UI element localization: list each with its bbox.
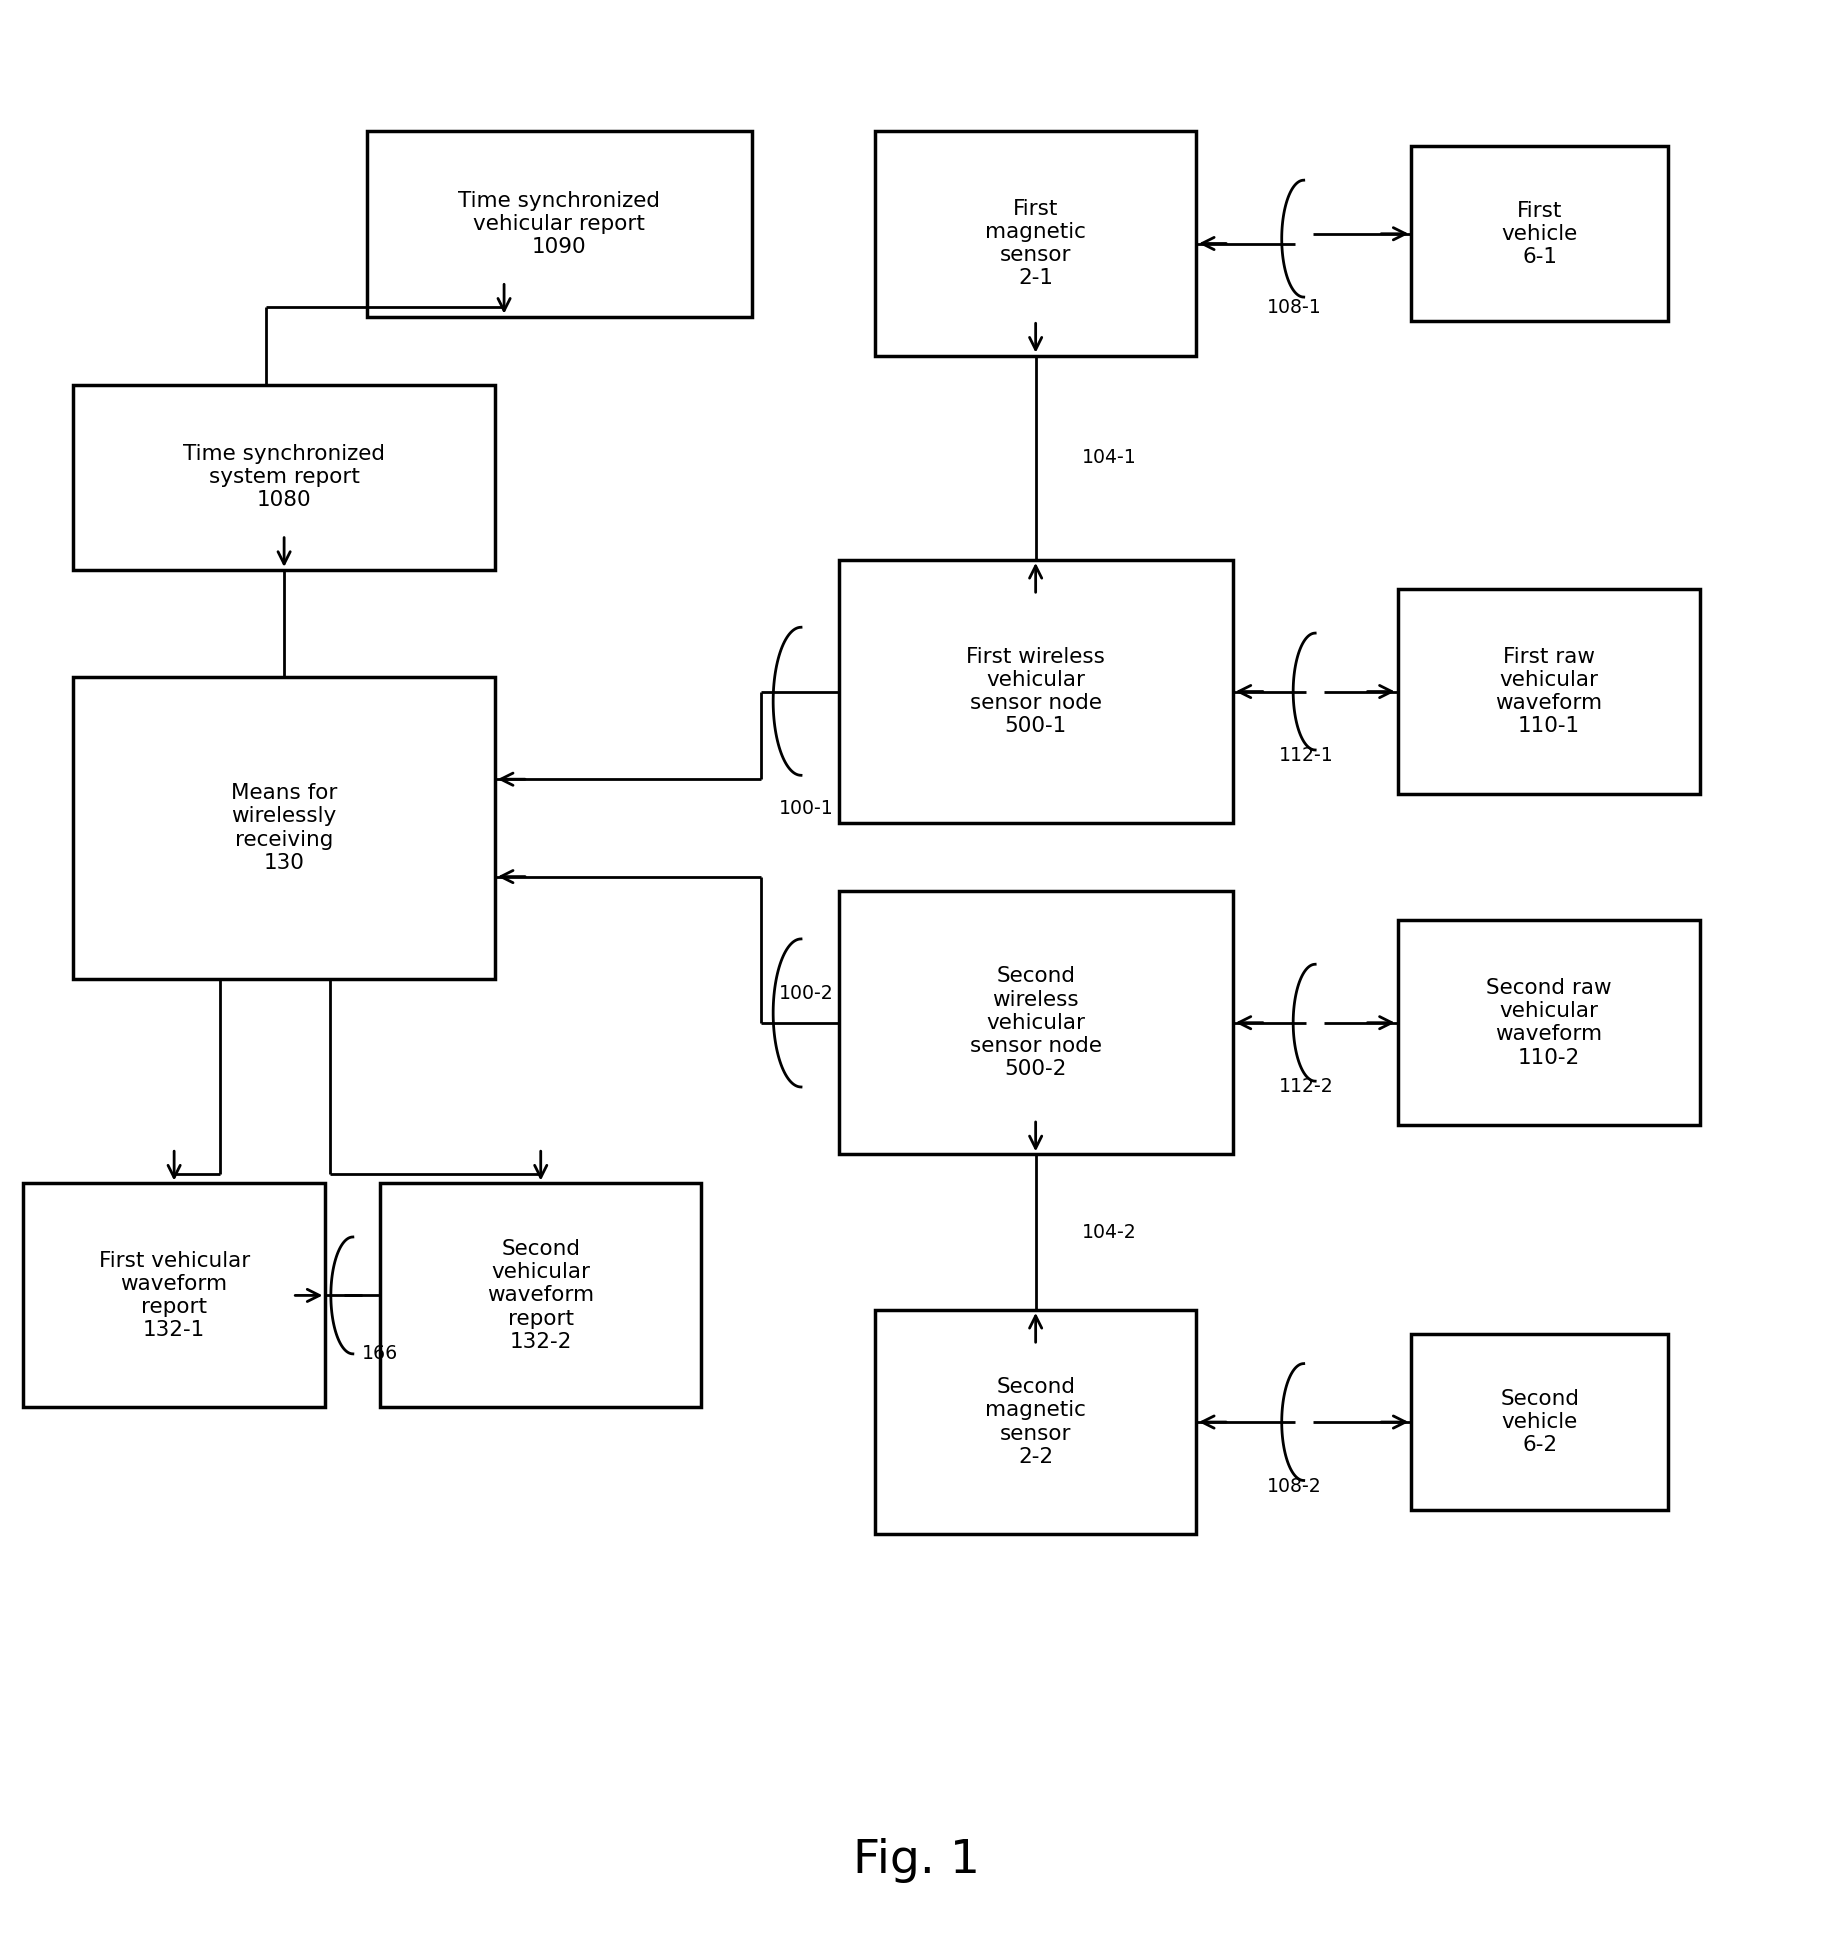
Text: First raw
vehicular
waveform
110-1: First raw vehicular waveform 110-1	[1495, 647, 1601, 736]
FancyBboxPatch shape	[837, 561, 1231, 822]
Text: 108-1: 108-1	[1266, 298, 1321, 318]
FancyBboxPatch shape	[837, 892, 1231, 1153]
FancyBboxPatch shape	[1396, 588, 1700, 795]
FancyBboxPatch shape	[366, 132, 751, 316]
Text: First vehicular
waveform
report
132-1: First vehicular waveform report 132-1	[99, 1251, 249, 1340]
Text: 104-2: 104-2	[1081, 1223, 1136, 1241]
Text: 100-2: 100-2	[779, 984, 834, 1003]
FancyBboxPatch shape	[1411, 1334, 1667, 1510]
Text: 108-2: 108-2	[1266, 1477, 1321, 1496]
Text: 112-1: 112-1	[1279, 746, 1332, 766]
Text: Fig. 1: Fig. 1	[852, 1837, 980, 1884]
Text: 166: 166	[363, 1344, 398, 1364]
Text: Second
magnetic
sensor
2-2: Second magnetic sensor 2-2	[984, 1377, 1086, 1467]
Text: 104-1: 104-1	[1081, 448, 1136, 468]
Text: Second
vehicular
waveform
report
132-2: Second vehicular waveform report 132-2	[487, 1239, 594, 1352]
Text: Time synchronized
vehicular report
1090: Time synchronized vehicular report 1090	[458, 191, 660, 257]
Text: 112-2: 112-2	[1279, 1077, 1332, 1097]
Text: Means for
wirelessly
receiving
130: Means for wirelessly receiving 130	[231, 783, 337, 873]
Text: First wireless
vehicular
sensor node
500-1: First wireless vehicular sensor node 500…	[965, 647, 1105, 736]
Text: Second
vehicle
6-2: Second vehicle 6-2	[1499, 1389, 1579, 1455]
Text: First
magnetic
sensor
2-1: First magnetic sensor 2-1	[984, 199, 1086, 288]
FancyBboxPatch shape	[1411, 146, 1667, 321]
Text: First
vehicle
6-1: First vehicle 6-1	[1500, 201, 1577, 267]
Text: Time synchronized
system report
1080: Time synchronized system report 1080	[183, 444, 385, 510]
FancyBboxPatch shape	[874, 1309, 1194, 1535]
Text: Second
wireless
vehicular
sensor node
500-2: Second wireless vehicular sensor node 50…	[969, 966, 1101, 1079]
FancyBboxPatch shape	[73, 386, 495, 569]
FancyBboxPatch shape	[22, 1182, 326, 1406]
FancyBboxPatch shape	[73, 678, 495, 980]
FancyBboxPatch shape	[874, 132, 1194, 355]
FancyBboxPatch shape	[1396, 921, 1700, 1126]
FancyBboxPatch shape	[379, 1182, 700, 1406]
Text: 100-1: 100-1	[779, 799, 834, 818]
Text: Second raw
vehicular
waveform
110-2: Second raw vehicular waveform 110-2	[1486, 978, 1610, 1068]
